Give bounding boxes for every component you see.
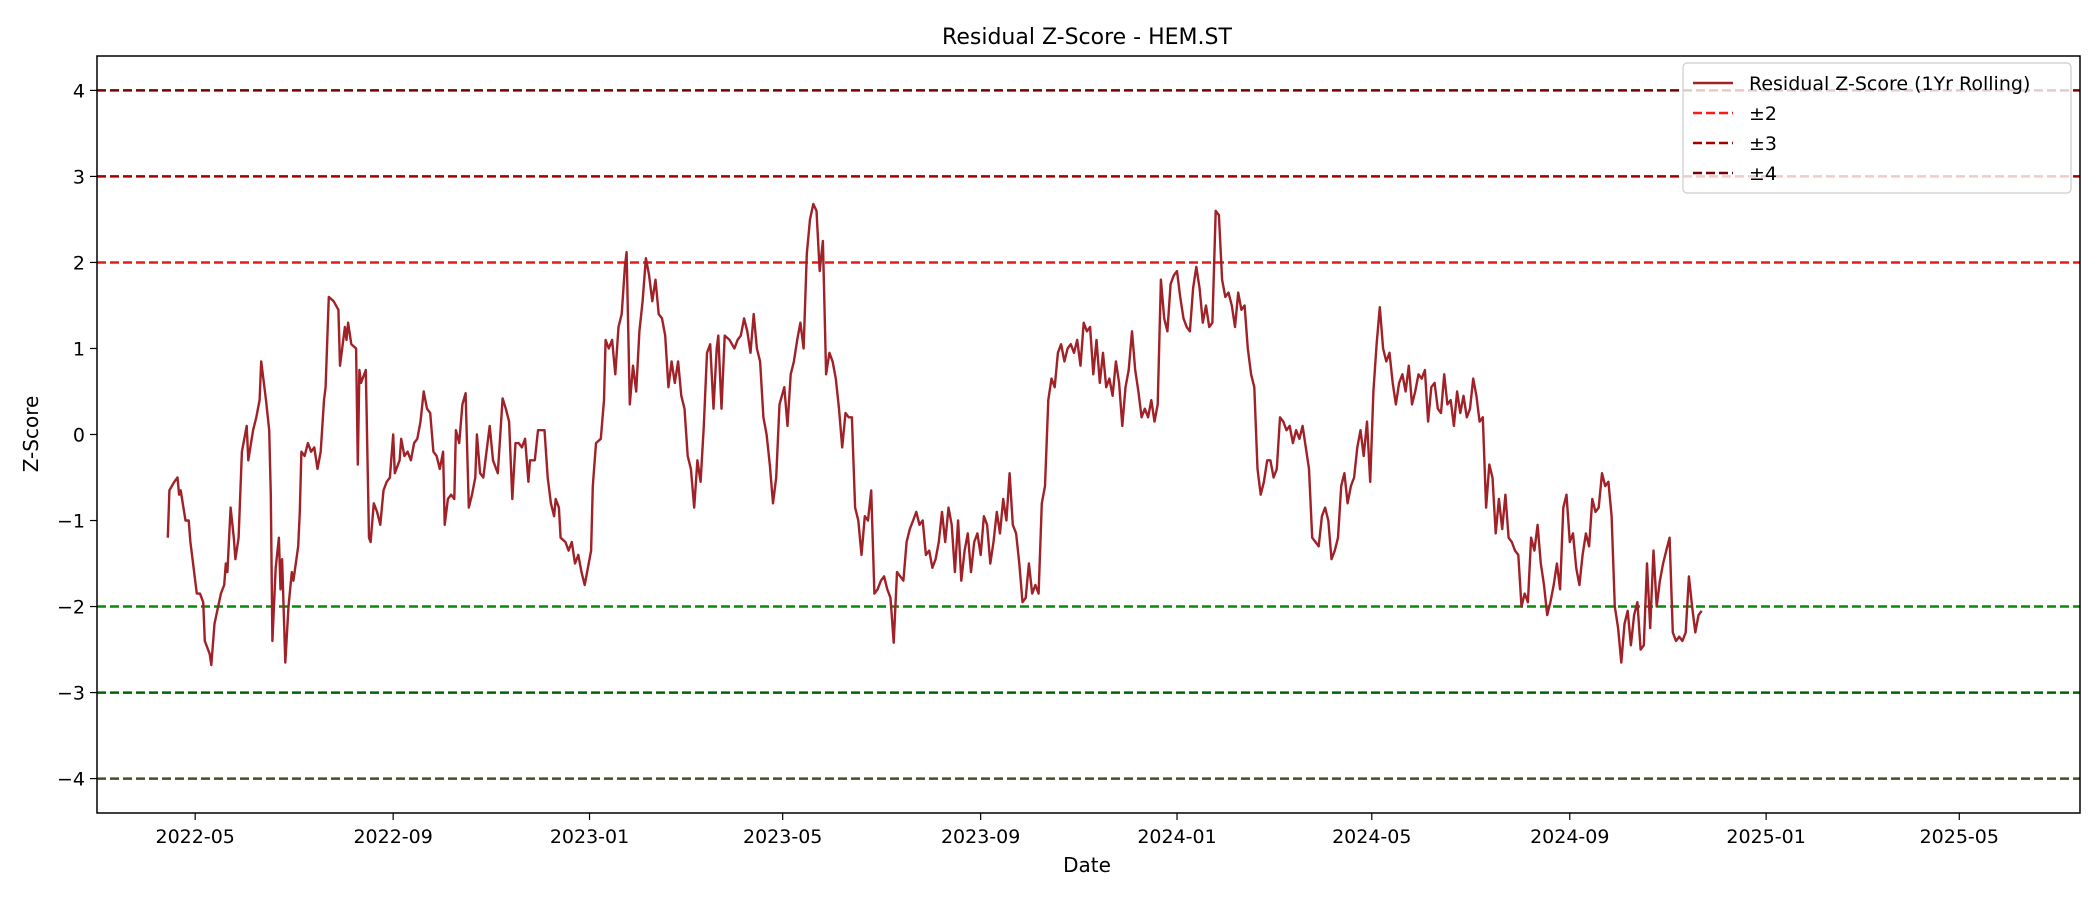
y-tick-label: −4 [57, 769, 85, 791]
x-tick-label: 2022-09 [353, 826, 432, 848]
x-axis: 2022-05 2022-09 2023-01 2023-05 2023-09 2024-… [155, 813, 1999, 848]
legend-label: ±2 [1749, 103, 1777, 125]
y-axis: 4 3 2 1 0 −1 −2 −3 −4 [57, 80, 97, 791]
legend-label: Residual Z-Score (1Yr Rolling) [1749, 73, 2030, 95]
chart-title: Residual Z-Score - HEM.ST [942, 25, 1232, 50]
y-tick-label: 0 [73, 425, 85, 447]
legend-box [1682, 62, 2072, 194]
legend-label: ±4 [1749, 163, 1777, 185]
x-axis-label: Date [1063, 853, 1111, 877]
y-tick-label: 2 [73, 252, 85, 274]
x-tick-label: 2022-05 [155, 826, 234, 848]
series-line-residual-zscore [166, 202, 1703, 667]
x-tick-label: 2024-09 [1530, 826, 1609, 848]
y-tick-label: 4 [73, 80, 85, 102]
y-tick-label: 3 [73, 166, 85, 188]
x-tick-label: 2023-09 [941, 826, 1020, 848]
reference-lines [97, 89, 2080, 780]
x-tick-label: 2024-05 [1332, 826, 1411, 848]
x-tick-label: 2024-01 [1137, 826, 1216, 848]
legend: Residual Z-Score (1Yr Rolling) ±2 ±3 ±4 [1682, 62, 2072, 194]
series-layer [166, 202, 1703, 667]
legend-label: ±3 [1749, 133, 1777, 155]
x-tick-label: 2023-05 [743, 826, 822, 848]
y-tick-label: −2 [57, 597, 85, 619]
x-tick-label: 2025-05 [1920, 826, 1999, 848]
y-tick-label: −1 [57, 511, 85, 533]
y-tick-label: −3 [57, 683, 85, 705]
y-tick-label: 1 [73, 338, 85, 360]
x-tick-label: 2025-01 [1726, 826, 1805, 848]
x-tick-label: 2023-01 [550, 826, 629, 848]
y-axis-label: Z-Score [19, 396, 43, 473]
